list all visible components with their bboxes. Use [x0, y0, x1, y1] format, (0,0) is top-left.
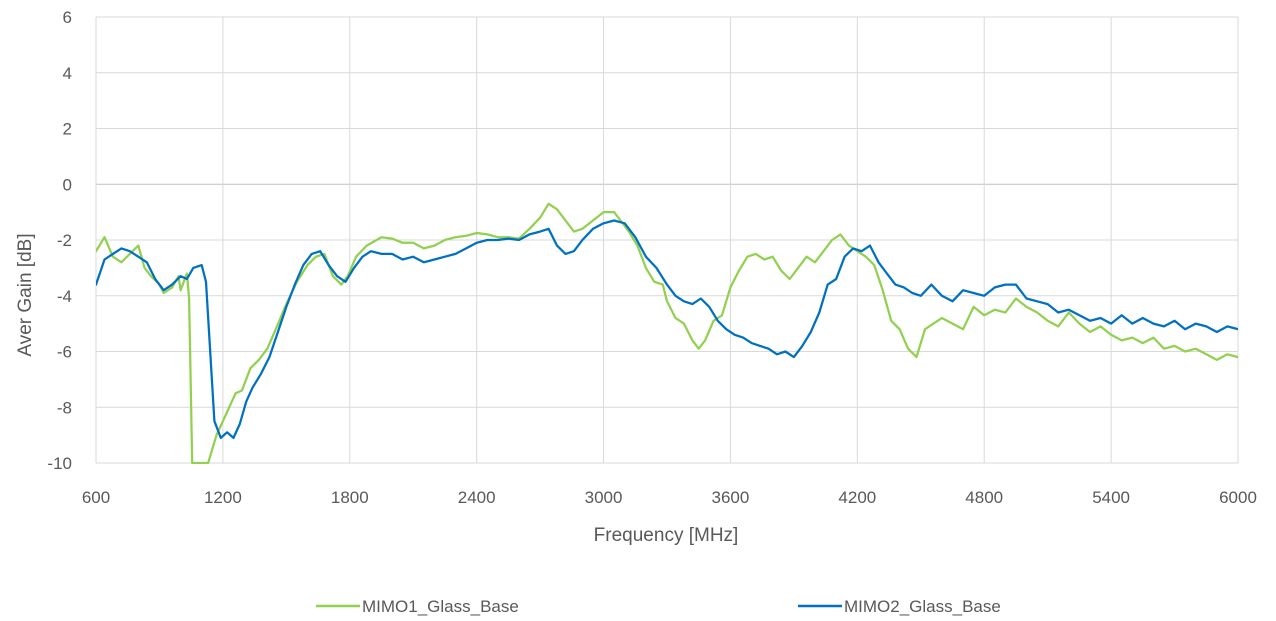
y-tick-label: 4	[63, 64, 72, 83]
y-tick-label: 2	[63, 120, 72, 139]
y-tick-label: -6	[57, 343, 72, 362]
x-tick-label: 2400	[458, 488, 496, 507]
y-tick-label: 0	[63, 175, 72, 194]
series-line-mimo1-glass-base	[96, 202, 1238, 464]
legend-label: MIMO2_Glass_Base	[844, 597, 1001, 616]
x-tick-label: 4200	[838, 488, 876, 507]
legend: MIMO1_Glass_Base MIMO2_Glass_Base	[316, 597, 1001, 616]
gridlines	[95, 16, 1239, 464]
y-tick-label: -10	[47, 454, 72, 473]
y-axis-title: Aver Gain [dB]	[15, 233, 36, 356]
tick-labels: 6 4 2 0 -2 -4 -6 -8 -10 600 1200 1800 2400 3000 3600 42…	[47, 8, 1256, 507]
legend-label: MIMO1_Glass_Base	[362, 597, 519, 616]
x-tick-label: 4800	[965, 488, 1003, 507]
x-axis-title: Frequency [MHz]	[594, 525, 739, 546]
y-tick-label: 6	[63, 8, 72, 27]
y-tick-label: -8	[57, 398, 72, 417]
series-layer	[96, 202, 1238, 464]
y-tick-label: -2	[57, 231, 72, 250]
x-tick-label: 1200	[204, 488, 242, 507]
x-tick-label: 6000	[1219, 488, 1257, 507]
x-tick-label: 1800	[331, 488, 369, 507]
x-tick-label: 3000	[585, 488, 623, 507]
x-tick-label: 600	[82, 488, 110, 507]
series-line-mimo2-glass-base	[96, 219, 1238, 440]
x-tick-label: 3600	[712, 488, 750, 507]
x-tick-label: 5400	[1092, 488, 1130, 507]
y-tick-label: -4	[57, 287, 72, 306]
